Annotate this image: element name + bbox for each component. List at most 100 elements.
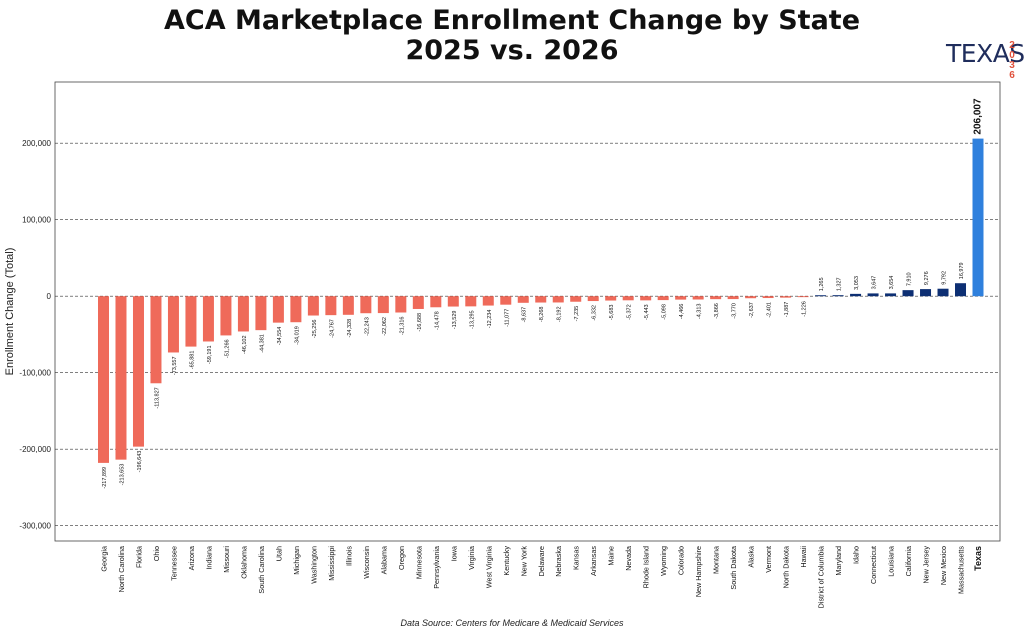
x-tick-label: Arizona bbox=[187, 546, 196, 570]
bar-value-label: -14,478 bbox=[434, 311, 440, 330]
x-tick-label: Michigan bbox=[292, 546, 301, 575]
bar-value-label: -44,381 bbox=[259, 334, 265, 353]
x-tick-label: Connecticut bbox=[869, 546, 878, 584]
x-tick-label: Arkansas bbox=[589, 546, 598, 576]
bar-value-label: -213,653 bbox=[119, 464, 125, 486]
x-tick-label: Wisconsin bbox=[362, 546, 371, 579]
x-tick-label: New Mexico bbox=[939, 546, 948, 585]
bar bbox=[255, 296, 267, 331]
x-tick-label: Virginia bbox=[467, 546, 476, 570]
data-source-note: Data Source: Centers for Medicare & Medi… bbox=[400, 618, 624, 628]
bar bbox=[517, 296, 529, 303]
y-axis-title: Enrollment Change (Total) bbox=[4, 248, 16, 376]
x-tick-label: Massachusetts bbox=[957, 546, 966, 594]
x-tick-label: Wyoming bbox=[659, 546, 668, 576]
bar bbox=[972, 138, 984, 297]
bar-value-label: -22,243 bbox=[364, 317, 370, 336]
bar bbox=[220, 296, 232, 336]
bar-value-label: -25,256 bbox=[312, 320, 318, 339]
x-tick-label: Vermont bbox=[764, 546, 773, 573]
x-tick-label: Maryland bbox=[834, 546, 843, 576]
bar-value-label: 7,910 bbox=[907, 272, 913, 286]
x-tick-label: New Hampshire bbox=[694, 546, 703, 597]
bar-value-label: 206,007 bbox=[973, 98, 984, 135]
bar bbox=[832, 295, 844, 297]
x-tick-label: Kansas bbox=[572, 546, 581, 570]
bar bbox=[150, 296, 162, 384]
bar bbox=[710, 296, 722, 300]
x-tick-label: North Carolina bbox=[117, 546, 126, 592]
bar bbox=[937, 288, 949, 297]
y-tick-label: 0 bbox=[47, 292, 52, 301]
bar bbox=[307, 296, 319, 316]
bar-value-label: -4,313 bbox=[697, 303, 703, 319]
logo-year: 2 0 3 6 bbox=[1003, 41, 1021, 81]
bar-value-label: -21,316 bbox=[399, 317, 405, 336]
bar bbox=[745, 296, 757, 299]
x-tick-label: Minnesota bbox=[414, 546, 423, 579]
logo-year-digit: 3 bbox=[1009, 60, 1015, 71]
bar-value-label: -113,827 bbox=[154, 387, 160, 408]
bar bbox=[640, 296, 652, 301]
x-tick-label: New York bbox=[519, 546, 528, 577]
bar-value-label: -2,637 bbox=[749, 302, 755, 318]
bar-value-label: -4,466 bbox=[679, 304, 685, 320]
bar bbox=[955, 283, 967, 297]
bar bbox=[885, 293, 897, 297]
chart-title: ACA Marketplace Enrollment Change by Sta… bbox=[0, 6, 1024, 66]
bar bbox=[552, 296, 564, 303]
bar-value-label: -34,019 bbox=[294, 326, 300, 345]
logo-word: TEXAS bbox=[946, 39, 1024, 68]
bar bbox=[762, 296, 774, 299]
bar-value-label: -24,767 bbox=[329, 319, 335, 338]
bar bbox=[675, 296, 687, 300]
bar bbox=[850, 293, 862, 297]
plot-frame bbox=[54, 81, 1001, 542]
bar bbox=[815, 295, 827, 297]
x-tick-label: New Jersey bbox=[922, 546, 931, 584]
x-tick-label: Maine bbox=[607, 546, 616, 566]
x-tick-label: Rhode Island bbox=[642, 546, 651, 588]
bar bbox=[185, 296, 197, 347]
chart-title-line-1: ACA Marketplace Enrollment Change by Sta… bbox=[163, 5, 861, 36]
bar-value-label: -5,098 bbox=[662, 304, 668, 320]
bar-value-label: -7,235 bbox=[574, 306, 580, 322]
bar-value-label: 9,276 bbox=[924, 271, 930, 285]
bar bbox=[780, 296, 792, 298]
x-tick-label: Georgia bbox=[100, 546, 109, 572]
bar bbox=[535, 296, 547, 303]
bar bbox=[447, 296, 459, 307]
bar-value-label: 1,327 bbox=[837, 277, 843, 291]
x-tick-label: Louisiana bbox=[887, 546, 896, 577]
bar bbox=[272, 296, 284, 323]
bar-value-label: -3,770 bbox=[732, 303, 738, 319]
bar bbox=[657, 296, 669, 301]
y-tick-label: 200,000 bbox=[22, 139, 51, 148]
x-tick-label: Tennessee bbox=[169, 546, 178, 581]
bar-value-label: 9,792 bbox=[942, 271, 948, 285]
x-tick-label: Florida bbox=[134, 546, 143, 568]
x-tick-label: Nebraska bbox=[554, 546, 563, 577]
x-tick-label: Pennsylvania bbox=[432, 546, 441, 589]
bar-value-label: -73,557 bbox=[172, 356, 178, 375]
x-tick-label: West Virginia bbox=[484, 546, 493, 588]
bar bbox=[167, 296, 179, 353]
x-tick-label: North Dakota bbox=[782, 546, 791, 588]
bar-value-label: -1,887 bbox=[784, 302, 790, 318]
bar bbox=[377, 296, 389, 314]
bar bbox=[202, 296, 214, 342]
x-tick-label: Mississippi bbox=[327, 546, 336, 581]
bar-value-label: -3,866 bbox=[714, 303, 720, 319]
x-tick-label: Idaho bbox=[852, 546, 861, 564]
x-tick-label: South Dakota bbox=[729, 546, 738, 590]
x-tick-label: Hawaii bbox=[799, 546, 808, 568]
bar bbox=[325, 296, 337, 316]
logo-year-digit: 2 bbox=[1009, 40, 1015, 51]
bar-value-label: -11,077 bbox=[504, 309, 510, 327]
bar-value-label: -59,191 bbox=[207, 345, 213, 364]
bar bbox=[920, 289, 932, 297]
bar bbox=[132, 296, 144, 447]
bar bbox=[412, 296, 424, 309]
bar bbox=[587, 296, 599, 302]
